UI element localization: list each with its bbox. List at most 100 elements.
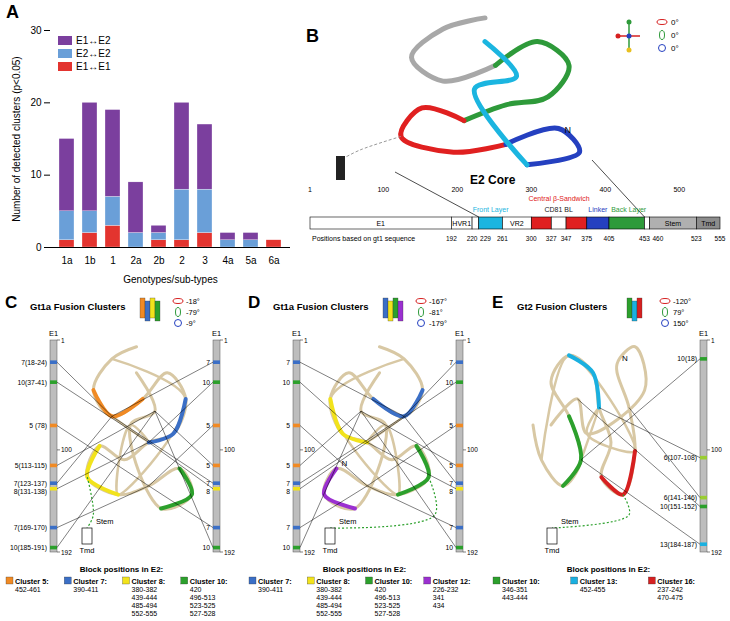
- svg-text:150°: 150°: [673, 319, 689, 328]
- svg-text:420: 420: [190, 586, 202, 593]
- svg-text:Cluster 10:: Cluster 10:: [190, 577, 228, 586]
- svg-text:Cluster 8:: Cluster 8:: [132, 577, 166, 586]
- svg-text:1: 1: [224, 337, 228, 344]
- svg-text:7: 7: [449, 524, 453, 531]
- svg-text:460: 460: [652, 235, 663, 242]
- svg-text:1: 1: [61, 337, 65, 344]
- svg-text:346-351: 346-351: [502, 586, 528, 593]
- svg-text:Back Layer: Back Layer: [611, 206, 647, 214]
- svg-text:7: 7: [449, 359, 453, 366]
- svg-text:20: 20: [30, 97, 42, 108]
- svg-text:10: 10: [445, 379, 453, 386]
- svg-text:CD81 BL: CD81 BL: [544, 206, 573, 213]
- svg-text:-179°: -179°: [429, 319, 447, 328]
- svg-text:Tmd: Tmd: [80, 546, 95, 555]
- svg-text:B: B: [306, 26, 319, 46]
- svg-text:5(113-115): 5(113-115): [15, 462, 47, 470]
- svg-text:Cluster 8:: Cluster 8:: [316, 577, 350, 586]
- svg-text:100: 100: [61, 446, 72, 453]
- svg-text:10: 10: [445, 544, 453, 551]
- svg-text:Tmd: Tmd: [701, 220, 715, 227]
- svg-text:Tmd: Tmd: [545, 546, 560, 555]
- svg-text:100: 100: [224, 446, 235, 453]
- svg-text:10(151-152): 10(151-152): [660, 503, 697, 511]
- svg-text:E2 Core: E2 Core: [470, 173, 516, 187]
- svg-text:8: 8: [286, 488, 290, 495]
- svg-text:Positions based on gt1 sequenc: Positions based on gt1 sequence: [312, 235, 415, 243]
- svg-text:7(169-170): 7(169-170): [14, 524, 47, 532]
- svg-text:1b: 1b: [84, 255, 96, 266]
- svg-text:Block positions in E2:: Block positions in E2:: [323, 565, 407, 574]
- svg-text:434: 434: [433, 602, 445, 609]
- svg-text:439-444: 439-444: [316, 594, 342, 601]
- svg-text:E1: E1: [699, 329, 708, 338]
- svg-text:496-513: 496-513: [375, 594, 401, 601]
- svg-text:5: 5: [206, 462, 210, 469]
- svg-text:555: 555: [715, 235, 726, 242]
- svg-text:5: 5: [286, 462, 290, 469]
- svg-text:0°: 0°: [671, 44, 679, 53]
- svg-text:Gt1a Fusion Clusters: Gt1a Fusion Clusters: [273, 301, 369, 312]
- svg-text:496-513: 496-513: [190, 594, 216, 601]
- svg-text:1: 1: [304, 337, 308, 344]
- svg-text:Stem: Stem: [561, 517, 579, 526]
- svg-text:Block positions in E2:: Block positions in E2:: [80, 565, 164, 574]
- svg-text:300: 300: [526, 235, 537, 242]
- svg-text:Genotypes/sub-types: Genotypes/sub-types: [123, 274, 218, 285]
- svg-text:N: N: [341, 459, 347, 468]
- svg-text:300: 300: [525, 186, 537, 193]
- svg-text:100: 100: [304, 446, 315, 453]
- svg-text:7(18-24): 7(18-24): [21, 359, 47, 367]
- svg-text:D: D: [248, 293, 260, 312]
- svg-text:8: 8: [206, 488, 210, 495]
- svg-text:N: N: [565, 125, 572, 135]
- svg-text:7: 7: [206, 359, 210, 366]
- svg-text:-81°: -81°: [429, 308, 443, 317]
- svg-text:6(141-146): 6(141-146): [664, 494, 697, 502]
- svg-text:-120°: -120°: [673, 297, 691, 306]
- svg-text:E1: E1: [212, 329, 221, 338]
- svg-text:8(131-138): 8(131-138): [14, 488, 47, 496]
- svg-text:2a: 2a: [130, 255, 142, 266]
- svg-text:E1: E1: [292, 329, 301, 338]
- svg-text:10: 10: [202, 544, 210, 551]
- svg-text:10: 10: [30, 169, 42, 180]
- svg-text:439-444: 439-444: [132, 594, 158, 601]
- svg-text:-79°: -79°: [186, 308, 200, 317]
- svg-text:Cluster 16:: Cluster 16:: [657, 577, 695, 586]
- svg-text:0: 0: [36, 242, 42, 253]
- svg-text:327: 327: [546, 235, 557, 242]
- svg-text:-167°: -167°: [429, 297, 447, 306]
- svg-text:Cluster 10:: Cluster 10:: [502, 577, 540, 586]
- svg-text:523-525: 523-525: [375, 602, 401, 609]
- svg-text:7: 7: [286, 480, 290, 487]
- svg-text:10(37-41): 10(37-41): [18, 379, 47, 387]
- svg-text:30: 30: [30, 25, 42, 36]
- svg-text:79°: 79°: [673, 308, 684, 317]
- svg-text:10: 10: [282, 544, 290, 551]
- svg-text:E1: E1: [455, 329, 464, 338]
- svg-text:Central β-Sandwich: Central β-Sandwich: [528, 195, 589, 203]
- svg-text:Gt2 Fusion Clusters: Gt2 Fusion Clusters: [517, 301, 607, 312]
- svg-text:552-555: 552-555: [132, 610, 158, 617]
- svg-text:470-475: 470-475: [657, 594, 683, 601]
- svg-text:390-411: 390-411: [258, 586, 283, 593]
- svg-text:220: 220: [467, 235, 478, 242]
- svg-text:1: 1: [467, 337, 471, 344]
- svg-text:Gt1a Fusion Clusters: Gt1a Fusion Clusters: [30, 301, 126, 312]
- svg-text:5: 5: [206, 422, 210, 429]
- svg-text:485-494: 485-494: [316, 602, 342, 609]
- svg-text:Cluster 7:: Cluster 7:: [73, 577, 107, 586]
- svg-text:1: 1: [711, 337, 715, 344]
- svg-text:485-494: 485-494: [132, 602, 158, 609]
- svg-text:1: 1: [110, 255, 116, 266]
- svg-text:Cluster 13:: Cluster 13:: [580, 577, 618, 586]
- svg-text:E: E: [492, 293, 503, 312]
- svg-text:5: 5: [449, 462, 453, 469]
- svg-text:0°: 0°: [671, 18, 679, 27]
- svg-text:405: 405: [604, 235, 615, 242]
- svg-text:6a: 6a: [268, 255, 280, 266]
- svg-text:7: 7: [206, 480, 210, 487]
- svg-text:1: 1: [308, 186, 312, 193]
- svg-text:13(184-187): 13(184-187): [660, 541, 697, 549]
